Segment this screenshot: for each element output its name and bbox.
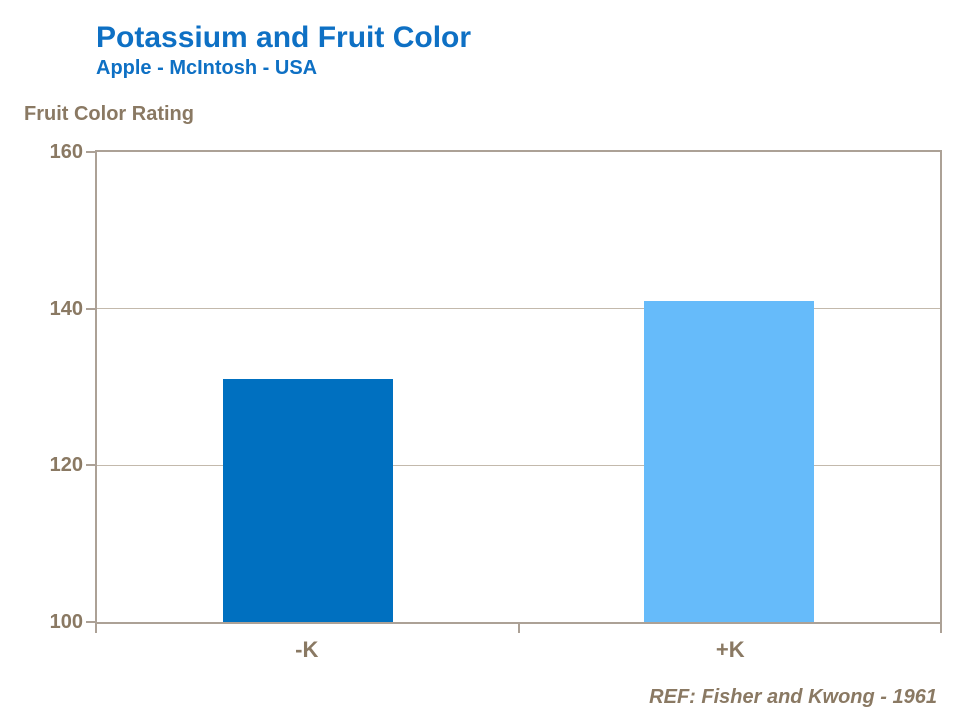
x-tick-mark-2 (940, 624, 942, 633)
plot-area (95, 150, 942, 624)
y-tick-mark-100 (86, 621, 95, 623)
x-tick-label-minusk: -K (295, 637, 319, 662)
reference-note: REF: Fisher and Kwong - 1961 (649, 686, 937, 708)
bar-minusk (222, 379, 393, 622)
y-tick-label-160: 160 (49, 141, 83, 163)
bar-plusk (644, 300, 815, 622)
x-tick-mark-0 (95, 624, 97, 633)
y-tick-label-120: 120 (49, 454, 83, 477)
y-axis: 100 120 140 160 (0, 141, 95, 633)
gridline-140 (97, 308, 940, 310)
y-tick-mark-140 (86, 307, 95, 310)
x-tick-mark-1 (517, 624, 520, 633)
y-tick-mark-120 (86, 464, 95, 467)
y-tick-mark-160 (86, 151, 95, 153)
y-tick-label-140: 140 (49, 297, 83, 320)
gridline-120 (97, 464, 940, 466)
x-axis: -K +K (95, 624, 942, 674)
x-tick-label-plusk: +K (715, 637, 745, 662)
chart-title: Potassium and Fruit Color (96, 21, 472, 54)
y-axis-title: Fruit Color Rating (24, 103, 194, 125)
y-tick-label-100: 100 (49, 611, 83, 633)
chart-subtitle: Apple - McIntosh - USA (96, 57, 318, 79)
